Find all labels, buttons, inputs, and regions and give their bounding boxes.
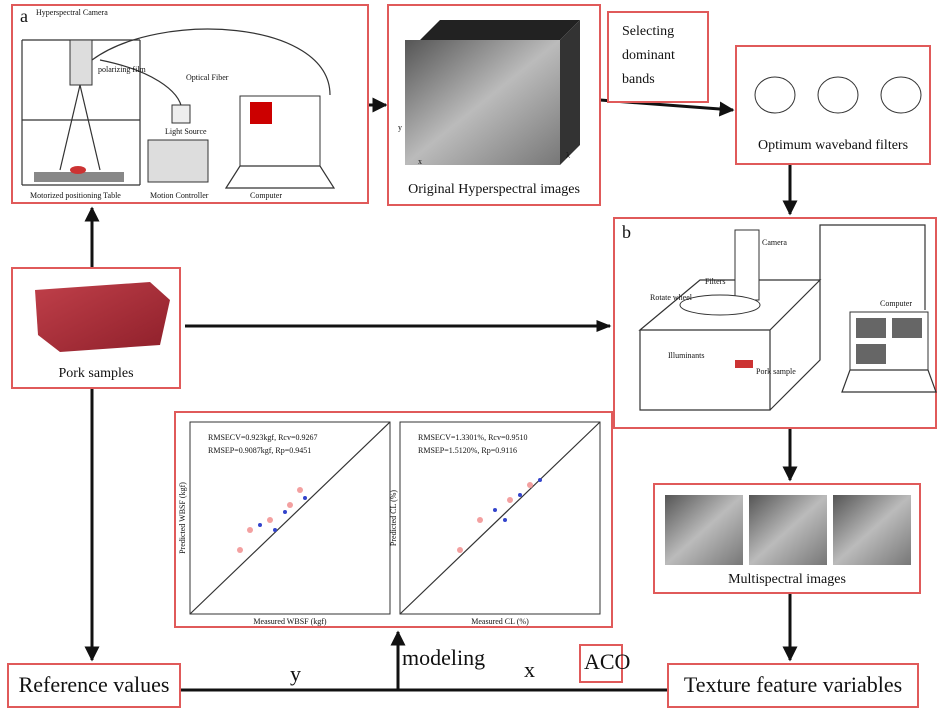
text: Reference values bbox=[19, 672, 170, 697]
diagram: a Hyperspectral Camera polarizing film O… bbox=[0, 0, 938, 710]
text: dominant bbox=[622, 48, 675, 63]
legend: RMSEP=0.9087kgf, Rp=0.9451 bbox=[208, 446, 311, 455]
caption: Optimum waveband filters bbox=[758, 138, 908, 153]
text: bands bbox=[622, 72, 655, 87]
filters: Optimum waveband filters bbox=[736, 46, 930, 164]
axis-label: Measured CL (%) bbox=[471, 617, 529, 626]
caption: Multispectral images bbox=[728, 572, 846, 587]
caption: Computer bbox=[250, 191, 282, 200]
hyperspectral: y x λ Original Hyperspectral images bbox=[388, 5, 600, 205]
axis-label: Predicted CL (%) bbox=[389, 490, 398, 546]
caption: polarizing film bbox=[98, 65, 147, 74]
legend: RMSECV=1.3301%, Rcv=0.9510 bbox=[418, 433, 527, 442]
caption: Hyperspectral Camera bbox=[36, 8, 108, 17]
caption: Optical Fiber bbox=[186, 73, 229, 82]
caption: Camera bbox=[762, 238, 787, 247]
panel-a: a Hyperspectral Camera polarizing film O… bbox=[12, 5, 368, 203]
legend: RMSEP=1.5120%, Rp=0.9116 bbox=[418, 446, 517, 455]
axis-label: y bbox=[398, 123, 402, 132]
models: RMSECV=0.923kgf, Rcv=0.9267 RMSEP=0.9087… bbox=[175, 412, 612, 627]
caption: Computer bbox=[880, 299, 912, 308]
flow-label: x bbox=[524, 657, 535, 682]
caption: Filters bbox=[705, 277, 725, 286]
reference: Reference values bbox=[8, 664, 180, 707]
axis-label: x bbox=[418, 157, 422, 166]
caption: Rotate wheel bbox=[650, 293, 693, 302]
caption: Pork sample bbox=[756, 367, 796, 376]
axis-label: Predicted WBSF (kgf) bbox=[178, 482, 187, 554]
caption: Illuminants bbox=[668, 351, 704, 360]
selecting: Selecting dominant bands bbox=[608, 12, 708, 102]
axis-label: Measured WBSF (kgf) bbox=[253, 617, 327, 626]
legend: RMSECV=0.923kgf, Rcv=0.9267 bbox=[208, 433, 317, 442]
text: Selecting bbox=[622, 24, 674, 39]
flow-label: y bbox=[290, 661, 301, 686]
label: a bbox=[20, 6, 28, 26]
flow-label: modeling bbox=[402, 645, 485, 670]
caption: Motorized positioning Table bbox=[30, 191, 121, 200]
caption: Pork samples bbox=[58, 366, 133, 381]
axis-label: λ bbox=[566, 151, 570, 160]
caption: Motion Controller bbox=[150, 191, 209, 200]
caption: Light Source bbox=[165, 127, 207, 136]
flow-label: ACO bbox=[584, 649, 630, 674]
text: Texture feature variables bbox=[684, 672, 902, 697]
texture: Texture feature variables bbox=[668, 664, 918, 707]
caption: Original Hyperspectral images bbox=[408, 182, 580, 197]
pork: Pork samples bbox=[12, 268, 180, 388]
multispectral: Multispectral images bbox=[654, 484, 920, 593]
panel-b: b Camera Filters Rotate wheel Illuminant… bbox=[614, 218, 936, 428]
label: b bbox=[622, 222, 631, 242]
